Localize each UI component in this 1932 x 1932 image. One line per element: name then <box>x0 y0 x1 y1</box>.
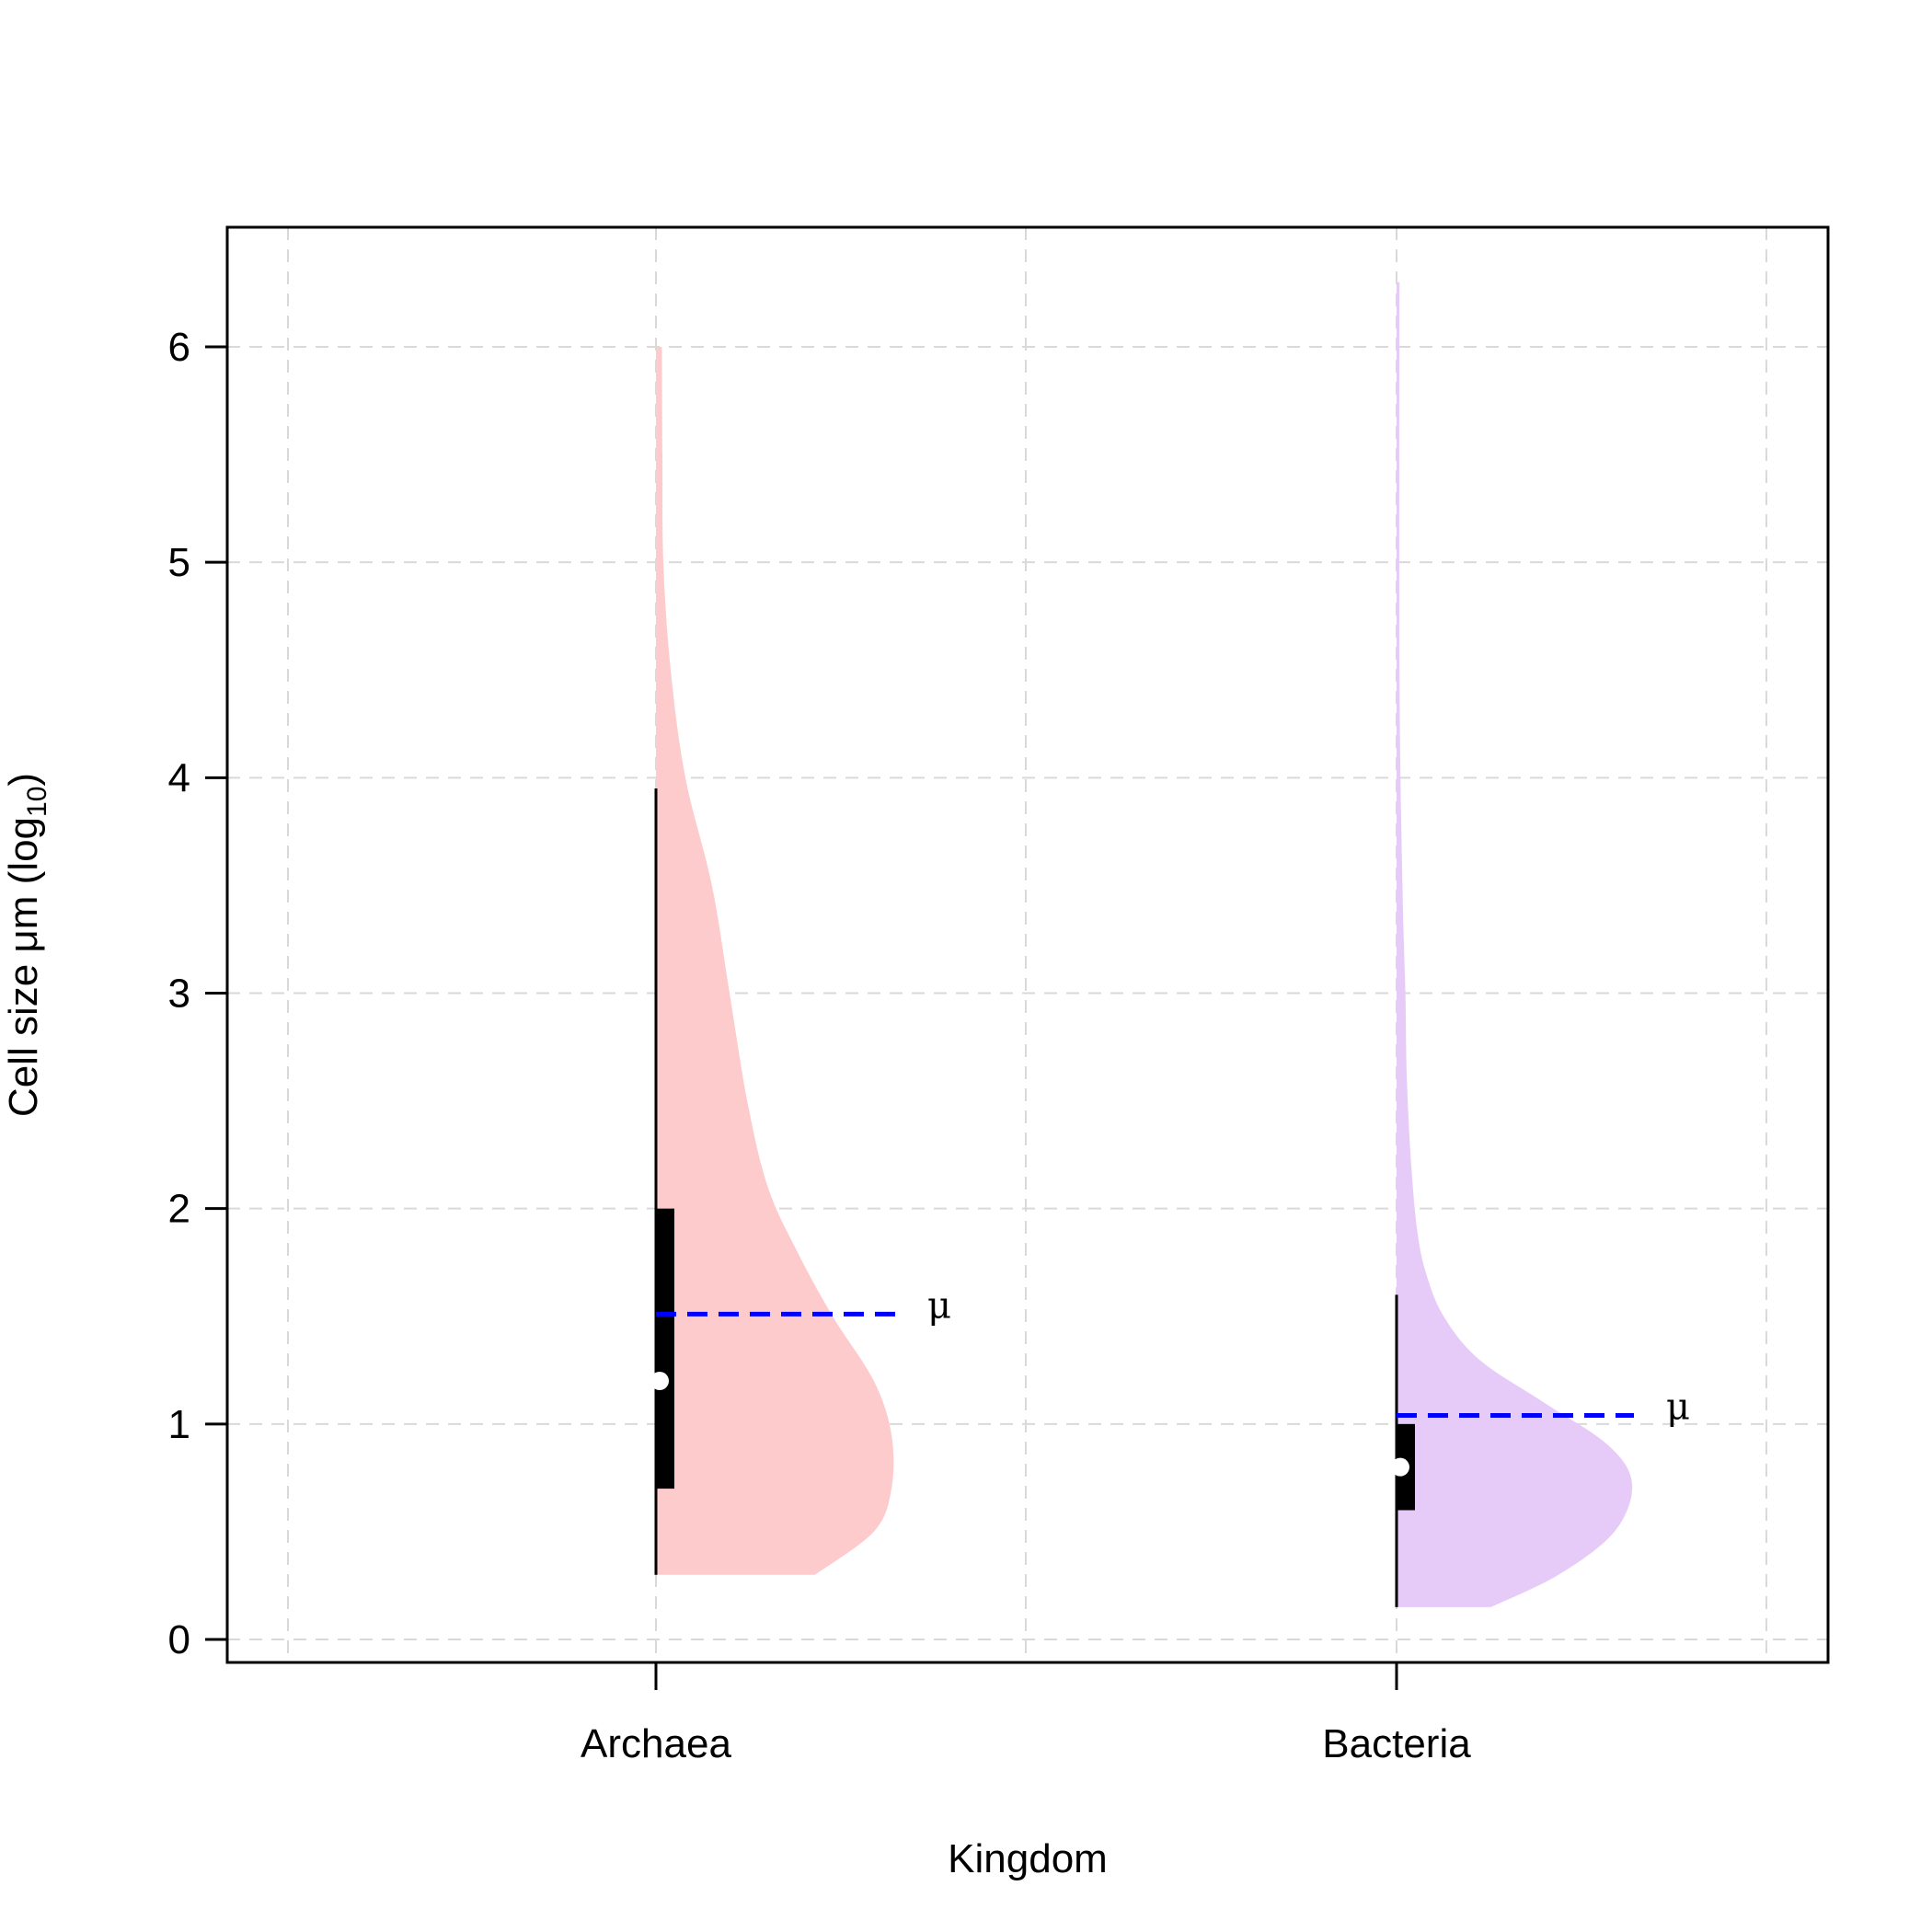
y-tick-label-5: 5 <box>168 540 190 585</box>
y-axis-title-subscript: 10 <box>22 787 52 817</box>
violin-iqr-box-archaea <box>656 1208 674 1489</box>
violin-mean-label-bacteria: μ <box>1666 1386 1690 1428</box>
violin-archaea: μ <box>650 347 951 1575</box>
y-axis-title: Cell size μm (log10) <box>1 773 52 1117</box>
violin-density-archaea <box>656 347 894 1575</box>
violins: μμ <box>650 282 1690 1607</box>
y-tick-label-0: 0 <box>168 1617 190 1662</box>
y-axis-title-main: Cell size μm (log <box>1 817 46 1117</box>
violin-density-bacteria <box>1397 282 1633 1607</box>
y-tick-label-1: 1 <box>168 1402 190 1447</box>
violin-median-point-bacteria <box>1391 1457 1409 1477</box>
y-axis-title-close: ) <box>1 773 46 787</box>
y-tick-label-4: 4 <box>168 755 190 800</box>
y-axis: 0 1 2 3 4 5 6 <box>168 325 227 1662</box>
y-tick-label-6: 6 <box>168 325 190 370</box>
x-axis-title: Kingdom <box>948 1836 1108 1881</box>
x-tick-label-bacteria: Bacteria <box>1322 1721 1471 1766</box>
violin-mean-label-archaea: μ <box>927 1284 951 1327</box>
violin-median-point-archaea <box>650 1372 669 1390</box>
plot-frame <box>225 225 1830 1664</box>
y-tick-label-2: 2 <box>168 1187 190 1232</box>
violin-bacteria: μ <box>1391 282 1690 1607</box>
y-tick-label-3: 3 <box>168 972 190 1017</box>
x-tick-label-archaea: Archaea <box>581 1721 731 1766</box>
x-axis: Archaea Bacteria <box>581 1662 1471 1766</box>
